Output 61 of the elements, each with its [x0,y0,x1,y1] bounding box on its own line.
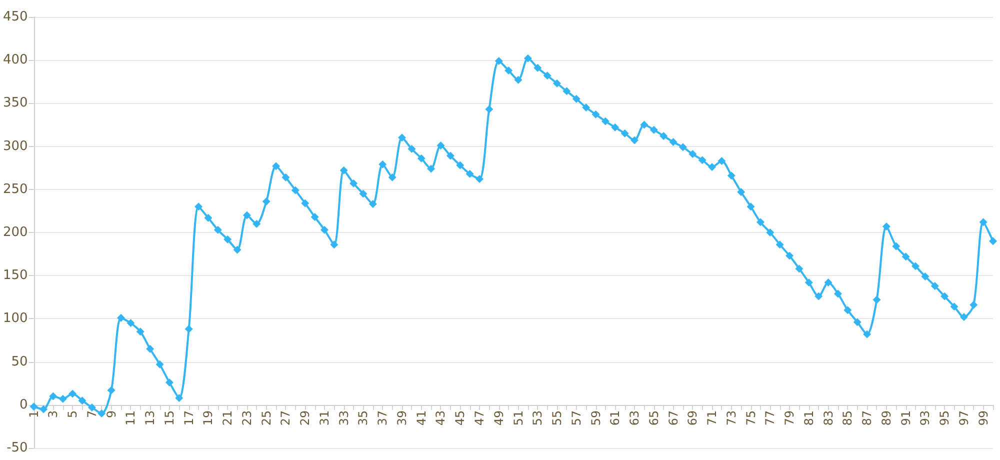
x-tick-label: 83 [821,410,836,426]
x-tick-label: 51 [511,410,526,426]
y-tick-label: -50 [6,440,28,456]
x-tick-label: 87 [860,410,874,426]
x-tick-label: 73 [724,410,738,426]
x-tick-label: 29 [298,410,312,426]
x-tick-label: 31 [317,410,332,426]
x-tick-label: 21 [220,410,235,426]
y-tick-label: 350 [2,96,28,111]
x-tick-label: 45 [453,410,468,426]
x-tick-label: 37 [376,410,390,426]
x-tick-label: 99 [976,410,990,426]
x-tick-label: 85 [840,410,855,426]
x-tick-label: 15 [162,410,176,426]
x-tick-label: 25 [259,410,274,426]
x-tick-label: 65 [646,410,661,426]
y-tick-label: 50 [11,354,28,370]
x-tick-label: 75 [744,410,758,426]
x-tick-label: 67 [666,410,680,426]
x-tick-label: 91 [898,410,913,426]
x-tick-label: 79 [782,410,797,426]
x-tick-label: 53 [530,410,545,426]
x-tick-label: 61 [608,410,622,426]
x-tick-label: 71 [705,410,720,426]
x-tick-label: 89 [879,410,894,426]
x-tick-label: 39 [394,410,409,426]
x-tick-label: 59 [588,410,603,426]
y-tick-label: 0 [20,397,28,412]
y-tick-label: 150 [2,268,28,284]
x-tick-label: 35 [356,410,370,426]
x-tick-label: 1 [26,410,41,418]
x-tick-label: 3 [46,410,60,418]
y-tick-label: 250 [2,182,28,197]
x-tick-label: 49 [492,410,506,426]
x-tick-label: 5 [66,410,80,418]
x-tick-label: 33 [336,410,351,426]
y-tick-label: 300 [2,138,28,154]
x-tick-label: 11 [124,410,138,426]
x-tick-label: 9 [104,410,118,418]
x-tick-label: 41 [414,410,428,426]
x-tick-label: 47 [472,410,486,426]
y-tick-label: 200 [2,225,28,240]
x-tick-label: 23 [240,410,254,426]
x-tick-label: 7 [84,410,99,418]
x-tick-label: 97 [956,410,971,426]
x-tick-label: 95 [938,410,952,426]
x-tick-label: 17 [182,410,196,426]
x-tick-label: 19 [201,410,216,426]
x-tick-label: 43 [434,410,448,426]
x-tick-label: 55 [550,410,564,426]
x-tick-label: 13 [143,410,158,426]
x-tick-label: 27 [278,410,293,426]
x-tick-label: 77 [763,410,778,426]
x-tick-label: 93 [918,410,932,426]
x-tick-label: 57 [569,410,584,426]
y-tick-label: 400 [2,52,28,68]
x-tick-label: 69 [686,410,700,426]
y-tick-label: 450 [2,10,28,24]
y-tick-label: 100 [2,311,28,326]
x-tick-label: 63 [628,410,642,426]
x-tick-label: 81 [802,410,816,426]
